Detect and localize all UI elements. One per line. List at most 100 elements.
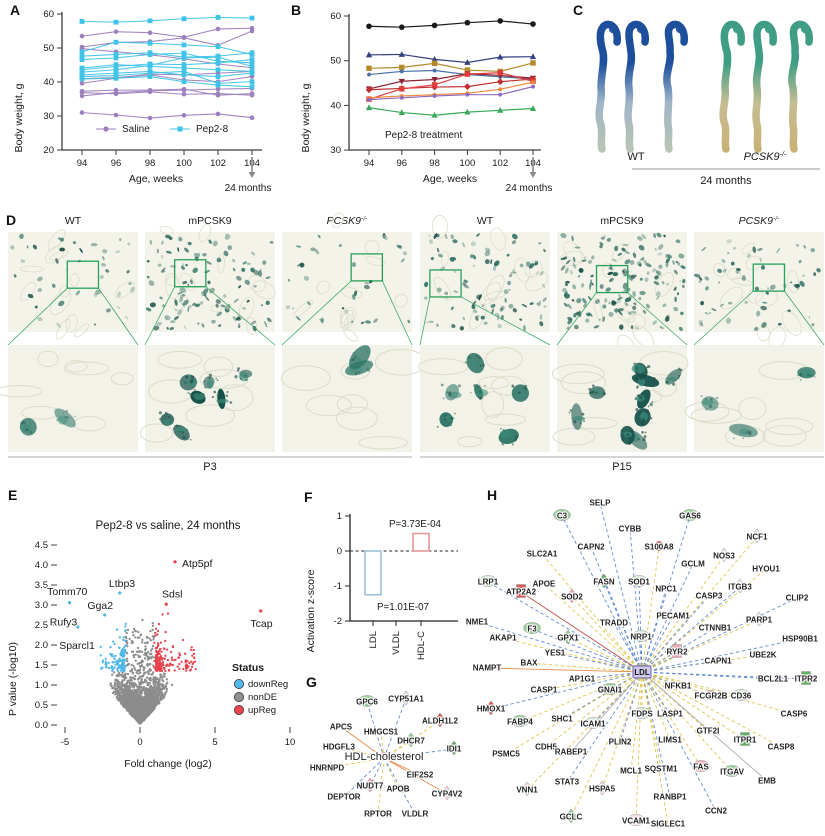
gene-node-label: ATP2A2 bbox=[506, 588, 537, 597]
network-edge bbox=[561, 515, 643, 673]
data-point bbox=[158, 661, 162, 665]
stained-speck bbox=[698, 319, 703, 325]
data-point bbox=[152, 635, 155, 639]
series-marker bbox=[181, 55, 187, 61]
stained-speck bbox=[618, 308, 624, 312]
network-edge bbox=[641, 671, 733, 773]
data-point bbox=[153, 641, 156, 645]
gene-node-label: GAS6 bbox=[679, 512, 701, 521]
data-point bbox=[121, 662, 124, 665]
speckle bbox=[678, 374, 681, 377]
gene-label: Atp5pf bbox=[182, 558, 212, 570]
network-edge bbox=[601, 671, 643, 790]
stained-speck bbox=[177, 309, 183, 316]
data-point bbox=[163, 639, 167, 643]
speckle bbox=[635, 408, 639, 412]
network-edge bbox=[641, 671, 746, 741]
speckle bbox=[797, 374, 799, 377]
faint-cell bbox=[203, 356, 234, 377]
data-point bbox=[112, 671, 116, 674]
stained-speck bbox=[484, 250, 491, 257]
data-point bbox=[128, 690, 132, 694]
data-point bbox=[161, 656, 164, 660]
series-marker bbox=[113, 29, 119, 34]
series-marker bbox=[113, 112, 119, 118]
stained-speck bbox=[585, 318, 590, 323]
series-line bbox=[81, 52, 253, 64]
stained-speck bbox=[540, 270, 544, 276]
data-point bbox=[116, 667, 119, 671]
stained-speck bbox=[588, 312, 593, 317]
speckle bbox=[502, 428, 505, 432]
data-point bbox=[190, 646, 193, 649]
network-edge bbox=[641, 671, 782, 748]
data-point bbox=[161, 678, 164, 682]
stained-speck bbox=[614, 245, 619, 252]
speckle bbox=[642, 418, 646, 422]
data-point bbox=[104, 663, 107, 666]
series-marker bbox=[79, 81, 85, 86]
series-marker bbox=[79, 49, 85, 55]
data-point bbox=[174, 658, 177, 661]
stained-speck bbox=[161, 240, 164, 245]
speckle bbox=[20, 421, 24, 425]
stained-speck bbox=[102, 249, 108, 254]
data-point bbox=[130, 663, 133, 666]
data-point bbox=[136, 690, 139, 693]
series-marker bbox=[103, 126, 109, 132]
stained-speck bbox=[225, 233, 229, 237]
stained-speck bbox=[617, 310, 623, 316]
series-marker bbox=[529, 53, 537, 60]
data-point bbox=[110, 653, 114, 656]
data-point bbox=[124, 629, 127, 632]
stained-speck bbox=[177, 247, 180, 252]
network-edge bbox=[543, 583, 643, 673]
gene-node-label: VCAM1 bbox=[622, 817, 651, 826]
faint-cell bbox=[602, 262, 615, 278]
data-point bbox=[124, 635, 127, 638]
x-tick-label: 0 bbox=[137, 737, 142, 748]
stained-cell-halo bbox=[175, 427, 189, 433]
series-marker bbox=[113, 39, 119, 45]
speckle bbox=[638, 411, 642, 415]
data-point bbox=[169, 650, 173, 654]
data-point bbox=[116, 659, 119, 662]
data-point bbox=[131, 641, 135, 644]
speckle bbox=[748, 432, 751, 435]
data-point bbox=[135, 671, 138, 674]
faint-cell bbox=[20, 281, 36, 302]
stained-speck bbox=[183, 299, 189, 306]
node-glyph-diamond bbox=[434, 712, 446, 728]
faint-cell bbox=[331, 212, 344, 229]
stained-speck bbox=[599, 244, 603, 249]
stained-speck bbox=[721, 259, 726, 263]
legend-swatch bbox=[233, 678, 244, 689]
data-point bbox=[136, 716, 139, 719]
node-glyph-oval bbox=[732, 689, 750, 701]
data-point bbox=[165, 690, 168, 693]
y-tick-label: 50 bbox=[43, 43, 54, 54]
faint-cell bbox=[481, 391, 505, 418]
faint-cell bbox=[781, 310, 802, 336]
data-point bbox=[154, 634, 157, 637]
data-point bbox=[132, 627, 136, 631]
speckle bbox=[351, 357, 355, 361]
gene-node-label: CCN2 bbox=[705, 807, 727, 816]
speckle bbox=[225, 394, 229, 397]
faint-cell bbox=[335, 406, 378, 431]
network-edge bbox=[380, 731, 385, 759]
stained-speck bbox=[634, 326, 640, 330]
data-point bbox=[113, 690, 117, 693]
series-marker bbox=[249, 115, 255, 120]
data-point bbox=[151, 647, 154, 650]
stained-speck bbox=[438, 253, 443, 258]
network-edge bbox=[528, 662, 643, 673]
speckle bbox=[639, 377, 643, 381]
series-line bbox=[368, 72, 534, 100]
data-point bbox=[163, 657, 166, 660]
stained-speck bbox=[72, 241, 77, 245]
stained-speck bbox=[499, 307, 503, 312]
panel-label-e: E bbox=[8, 487, 18, 503]
column-header: mPCSK9 bbox=[600, 215, 643, 227]
series-marker bbox=[215, 82, 221, 88]
